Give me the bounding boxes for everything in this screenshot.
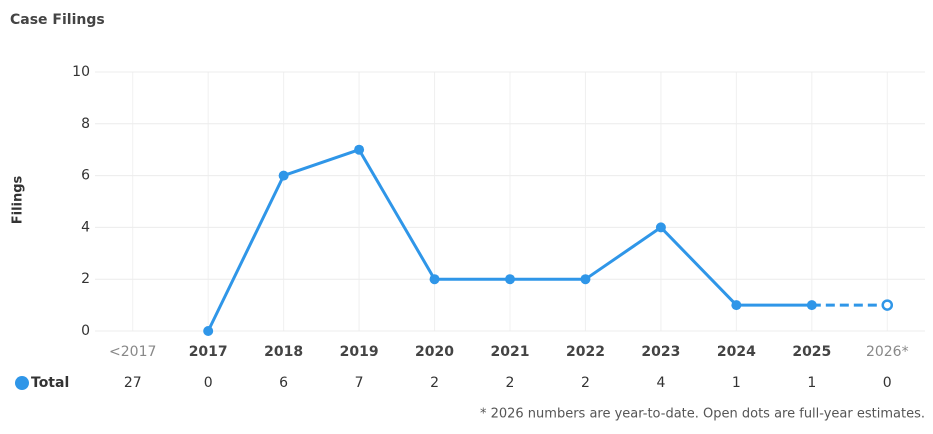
legend-dot bbox=[15, 376, 29, 390]
total-value: 1 bbox=[807, 375, 816, 391]
estimate-dot bbox=[881, 299, 894, 311]
y-tick-label: 6 bbox=[81, 168, 90, 184]
x-tick-label: 2022 bbox=[566, 344, 605, 360]
y-tick-label: 2 bbox=[81, 271, 90, 287]
total-value: 7 bbox=[355, 375, 364, 391]
x-tick-label: 2019 bbox=[340, 344, 379, 360]
x-tick-label: 2021 bbox=[491, 344, 530, 360]
point bbox=[278, 170, 289, 181]
x-tick-label: 2017 bbox=[189, 344, 228, 360]
x-tick-label: 2024 bbox=[717, 344, 756, 360]
total-value: 4 bbox=[656, 375, 665, 391]
point bbox=[429, 274, 440, 285]
total-value: 0 bbox=[883, 375, 892, 391]
x-tick-label: <2017 bbox=[109, 344, 156, 360]
point bbox=[505, 274, 515, 285]
total-value: 0 bbox=[204, 375, 213, 391]
point bbox=[731, 300, 742, 311]
total-value: 2 bbox=[430, 375, 439, 391]
y-tick-label: 8 bbox=[81, 116, 90, 132]
total-value: 27 bbox=[124, 375, 142, 391]
total-value: 2 bbox=[506, 375, 515, 391]
point bbox=[655, 222, 666, 233]
point bbox=[203, 326, 214, 336]
point bbox=[580, 274, 591, 285]
total-value: 1 bbox=[732, 375, 741, 391]
y-tick-label: 4 bbox=[81, 219, 90, 235]
x-tick-label: 2023 bbox=[641, 344, 680, 360]
x-tick-label: 2026* bbox=[866, 344, 909, 360]
point bbox=[354, 144, 365, 155]
total-value: 2 bbox=[581, 375, 590, 391]
y-tick-label: 10 bbox=[72, 64, 90, 80]
x-tick-label: 2025 bbox=[792, 344, 831, 360]
y-tick-label: 0 bbox=[81, 323, 90, 339]
footnote: * 2026 numbers are year-to-date. Open do… bbox=[480, 407, 925, 422]
y-axis-title: Filings bbox=[11, 175, 26, 224]
x-tick-label: 2020 bbox=[415, 344, 454, 360]
legend-label: Total bbox=[31, 375, 69, 391]
x-tick-label: 2018 bbox=[264, 344, 303, 360]
point bbox=[806, 300, 817, 311]
chart-title: Case Filings bbox=[10, 12, 105, 28]
total-value: 6 bbox=[279, 375, 288, 391]
